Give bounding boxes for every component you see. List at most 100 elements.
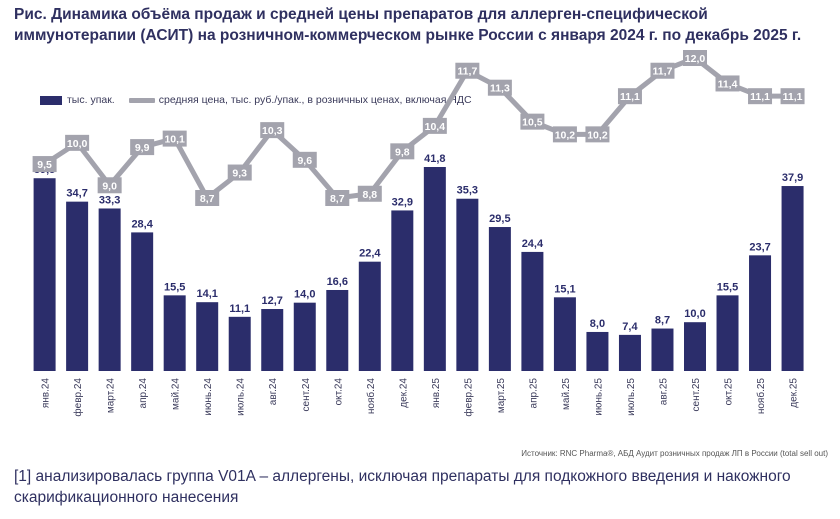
bar [553,297,576,371]
bar [163,295,186,371]
bar-value-label: 34,7 [66,188,87,200]
price-label-box [617,88,642,105]
bar-value-label: 15,5 [717,281,738,293]
price-label-box [97,177,122,194]
x-tick-label: сент.25 [691,378,702,412]
price-value-label: 11,1 [620,91,640,103]
x-tick-label: февр.25 [462,378,474,417]
bar [781,186,804,371]
bar [423,167,446,371]
price-label-box [650,62,675,79]
bar-value-label: 35,3 [457,185,478,197]
footnote: [1] анализировалась группа V01A – аллерг… [14,468,791,506]
bar [98,208,121,371]
price-label-box [552,126,577,143]
price-value-label: 10,2 [555,129,576,141]
bar-value-label: 7,4 [622,321,638,333]
x-tick-label: март.25 [496,378,507,414]
price-value-label: 10,0 [67,138,88,150]
price-label-box [585,126,610,143]
x-tick-label: окт.25 [724,378,735,406]
bar-value-label: 8,0 [590,318,605,330]
bar-value-label: 11,1 [229,303,250,315]
price-label-box [455,62,480,79]
price-label-box [520,113,545,130]
price-label-box [390,143,415,160]
bar-value-label: 37,9 [782,172,803,184]
legend-bar-label: тыс. упак. [67,94,115,106]
price-value-label: 11,7 [457,66,477,78]
bar [684,322,706,371]
price-label-box [227,164,252,181]
price-label-box [195,190,220,206]
price-label-box [162,130,187,147]
x-tick-label: май.25 [561,378,572,410]
price-value-label: 10,2 [587,129,608,141]
bar [488,227,511,371]
price-label-box [422,117,447,134]
price-label-box [260,122,285,139]
bar-value-label: 15,5 [164,281,185,293]
bar-value-label: 22,4 [359,248,381,260]
price-value-label: 11,1 [750,91,770,103]
bar-value-label: 41,8 [424,153,445,165]
price-value-label: 9,9 [135,142,150,154]
bar [521,251,544,371]
price-label-box [32,156,57,173]
bar [293,302,316,371]
x-tick-label: авг.24 [268,378,279,406]
x-tick-label: июнь.24 [203,378,214,416]
price-line [43,55,793,201]
price-label-box [130,139,155,156]
x-tick-label: май.24 [171,378,182,410]
price-value-label: 9,5 [37,159,52,171]
chart-title: Рис. Динамика объёма продаж и средней це… [14,6,802,44]
bar [261,309,284,371]
x-tick-label: нояб.25 [755,378,767,415]
price-label-box [357,185,382,202]
bar-value-label: 12,7 [262,295,283,307]
x-tick-label: сент.24 [301,378,312,412]
price-value-label: 9,3 [232,168,247,180]
x-tick-label: апр.25 [528,378,539,409]
x-tick-label: февр.24 [72,378,84,417]
x-tick-label: янв.25 [431,378,442,409]
x-tick-label: авг.25 [658,378,669,406]
x-tick-label: апр.24 [138,378,149,409]
bar-value-label: 33,3 [99,194,120,206]
price-value-label: 11,4 [718,78,738,90]
legend: тыс. упак. средняя цена, тыс. руб./упак.… [40,94,472,106]
bar [196,302,219,371]
bar-value-label: 29,5 [489,213,510,225]
bar [391,210,414,371]
price-value-label: 8,7 [330,193,345,205]
x-tick-label: июнь.25 [593,378,604,416]
bar-value-label: 14,1 [196,288,217,300]
bar [456,198,479,371]
bar-value-label: 8,7 [655,315,670,327]
price-value-label: 8,8 [362,189,377,201]
bar-value-label: 14,0 [294,289,315,301]
price-label-box [683,50,707,66]
bar [586,331,609,371]
bar [228,316,251,371]
price-value-label: 10,4 [425,121,446,133]
x-tick-label: июль.24 [236,378,247,416]
bar [716,295,739,371]
x-tick-label: дек.25 [789,378,800,408]
price-label-box [748,88,773,105]
bar-value-label: 16,6 [327,276,348,288]
price-label-box [780,88,805,105]
bar [131,232,154,371]
price-value-label: 9,0 [102,180,117,192]
bar [651,328,674,371]
bar [618,334,641,371]
legend-line-label: средняя цена, тыс. руб./упак., в розничн… [158,94,472,106]
price-value-label: 10,3 [262,125,283,137]
bar-value-label: 10,0 [684,308,705,320]
source-note: Источник: RNC Pharma®, АБД Аудит розничн… [521,449,828,458]
bar-value-label: 28,4 [131,218,153,230]
price-label-box [487,79,512,96]
price-value-label: 8,7 [200,193,215,205]
bar-value-label: 23,7 [749,241,770,253]
